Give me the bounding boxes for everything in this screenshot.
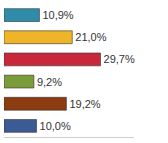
svg-text:9,2%: 9,2% [37, 76, 62, 88]
svg-text:29,7%: 29,7% [104, 53, 135, 65]
svg-text:21,0%: 21,0% [75, 31, 106, 43]
svg-text:10,0%: 10,0% [40, 120, 71, 132]
svg-text:19,2%: 19,2% [69, 98, 100, 110]
svg-text:10,9%: 10,9% [42, 9, 73, 21]
